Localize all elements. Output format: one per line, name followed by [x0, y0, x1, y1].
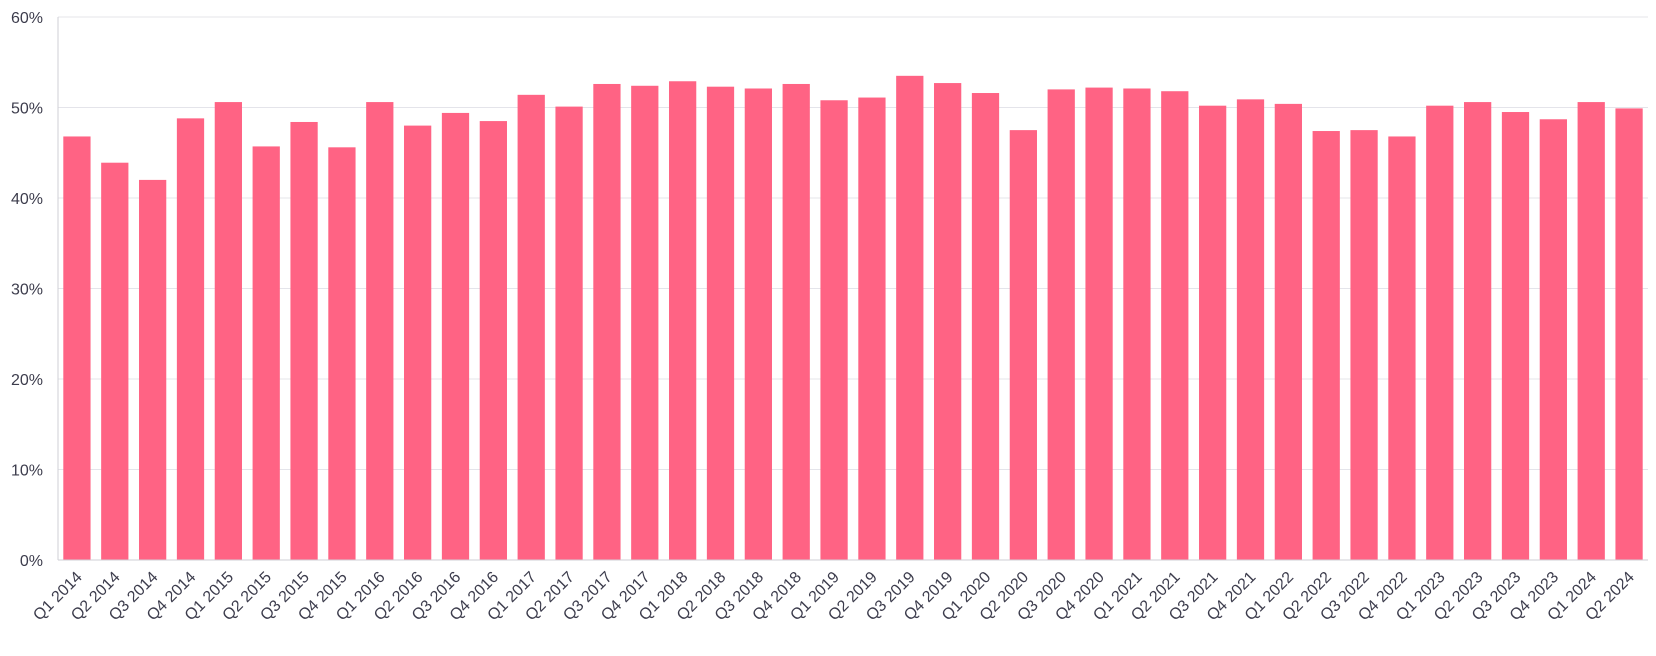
bar[interactable] — [366, 102, 394, 560]
bar[interactable] — [593, 83, 621, 560]
bar[interactable] — [896, 75, 924, 560]
bar[interactable] — [1009, 130, 1037, 560]
grid-lines — [58, 16, 1648, 470]
bar[interactable] — [479, 121, 507, 560]
y-axis-ticks: 0% 10% 20% 30% 40% 50% 60% — [11, 10, 43, 570]
y-tick-label: 40% — [11, 191, 43, 208]
bar[interactable] — [1388, 136, 1416, 560]
bar[interactable] — [1577, 102, 1605, 560]
y-tick-label: 0% — [20, 553, 43, 570]
bar[interactable] — [404, 125, 432, 560]
bar[interactable] — [971, 93, 1000, 561]
y-tick-label: 10% — [11, 463, 43, 480]
bar[interactable] — [252, 146, 280, 561]
bar[interactable] — [706, 86, 735, 560]
bar[interactable] — [1047, 89, 1075, 561]
bar[interactable] — [290, 121, 318, 560]
y-tick-label: 20% — [11, 372, 43, 389]
y-tick-label: 50% — [11, 101, 43, 118]
y-tick-label: 30% — [11, 282, 43, 299]
bar[interactable] — [1123, 88, 1151, 561]
bars — [63, 75, 1643, 561]
bar[interactable] — [1350, 130, 1378, 560]
bar[interactable] — [858, 97, 886, 561]
bar[interactable] — [1539, 119, 1567, 560]
bar[interactable] — [1199, 105, 1227, 560]
bar[interactable] — [555, 106, 583, 560]
bar[interactable] — [101, 162, 129, 560]
bar[interactable] — [1312, 131, 1340, 560]
bar[interactable] — [139, 179, 167, 560]
bar[interactable] — [934, 83, 962, 560]
bar[interactable] — [1161, 91, 1189, 561]
bar[interactable] — [1274, 103, 1302, 560]
bar[interactable] — [820, 100, 848, 560]
bar[interactable] — [176, 118, 205, 561]
bar[interactable] — [1464, 102, 1492, 560]
bar[interactable] — [782, 83, 810, 560]
bar[interactable] — [669, 81, 697, 560]
bar[interactable] — [517, 94, 545, 560]
bar[interactable] — [631, 85, 659, 560]
bar[interactable] — [744, 88, 772, 561]
bar[interactable] — [1236, 99, 1265, 560]
bar[interactable] — [441, 112, 470, 561]
bar[interactable] — [1085, 87, 1113, 560]
bar[interactable] — [1501, 112, 1530, 561]
bar[interactable] — [1426, 105, 1454, 560]
y-tick-label: 60% — [11, 10, 43, 27]
bar[interactable] — [214, 102, 242, 560]
bar[interactable] — [1615, 108, 1643, 560]
bar[interactable] — [63, 136, 91, 560]
bar[interactable] — [328, 147, 356, 560]
